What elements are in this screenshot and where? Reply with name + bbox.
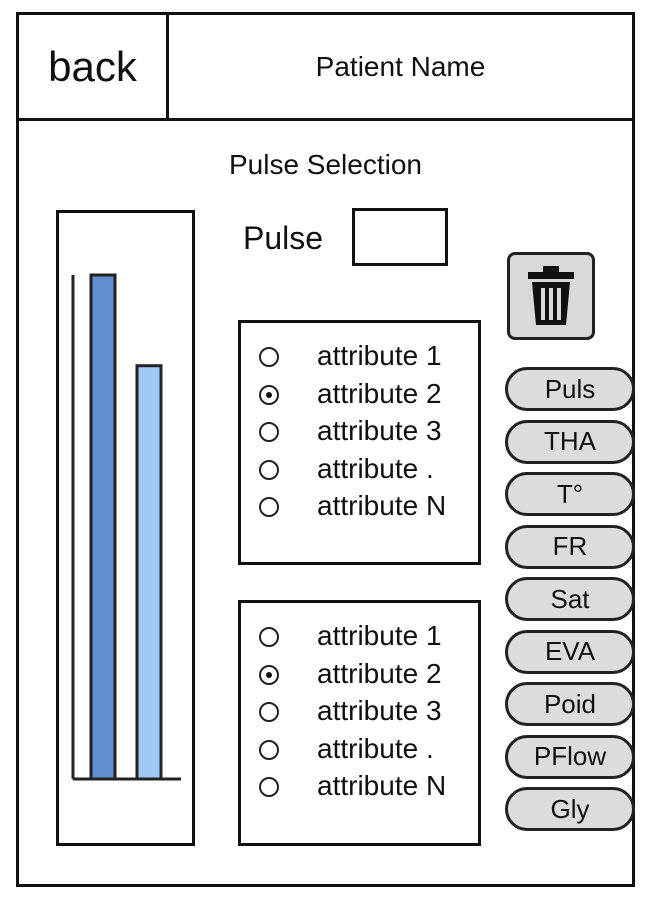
radio-unchecked-icon[interactable] bbox=[259, 497, 279, 517]
radio-option[interactable]: attribute 2 bbox=[241, 377, 478, 414]
parameter-button[interactable]: Puls bbox=[505, 367, 635, 411]
radio-option-label: attribute 3 bbox=[317, 695, 442, 726]
radio-option[interactable]: attribute 1 bbox=[241, 619, 478, 656]
attribute-radio-group-1: attribute 1 attribute 2 attribute 3 attribu… bbox=[238, 320, 481, 565]
pulse-label: Pulse bbox=[243, 220, 324, 256]
radio-option-label: attribute . bbox=[317, 452, 434, 484]
radio-unchecked-icon[interactable] bbox=[259, 777, 279, 797]
attribute-radio-group-2: attribute 1 attribute 2 attribute 3 attribu… bbox=[238, 600, 481, 846]
app-frame: back Patient Name Pulse Selection Pulse … bbox=[16, 12, 635, 887]
radio-option[interactable]: attribute 3 bbox=[241, 694, 478, 731]
radio-option[interactable]: attribute 1 bbox=[241, 339, 478, 376]
radio-option[interactable]: attribute 2 bbox=[241, 657, 478, 694]
pulse-input[interactable] bbox=[352, 208, 448, 266]
parameter-button[interactable]: T° bbox=[505, 472, 635, 516]
parameter-button[interactable]: FR bbox=[505, 524, 635, 569]
radio-option-label: attribute N bbox=[317, 490, 447, 521]
page-title: Pulse Selection bbox=[228, 149, 422, 180]
parameter-button[interactable]: Sat bbox=[505, 577, 635, 621]
bar-chart bbox=[56, 210, 195, 846]
radio-option-label: attribute 1 bbox=[317, 340, 442, 371]
parameter-button[interactable]: PFlow bbox=[505, 734, 635, 779]
chart-bar bbox=[135, 364, 163, 781]
delete-button[interactable] bbox=[507, 252, 595, 340]
chart-bar bbox=[89, 273, 117, 781]
radio-unchecked-icon[interactable] bbox=[259, 702, 279, 722]
parameter-button[interactable]: EVA bbox=[505, 629, 635, 674]
radio-unchecked-icon[interactable] bbox=[259, 422, 279, 442]
parameter-button[interactable]: Poid bbox=[505, 682, 635, 726]
radio-checked-icon[interactable] bbox=[259, 384, 279, 405]
radio-option[interactable]: attribute 3 bbox=[241, 414, 478, 451]
radio-option[interactable]: attribute . bbox=[241, 452, 478, 489]
radio-option[interactable]: attribute N bbox=[241, 489, 478, 526]
radio-dot-icon bbox=[266, 671, 272, 678]
radio-option[interactable]: attribute . bbox=[241, 732, 478, 769]
back-button[interactable]: back bbox=[19, 15, 169, 118]
radio-option-label: attribute . bbox=[317, 732, 434, 764]
radio-unchecked-icon[interactable] bbox=[259, 347, 279, 367]
radio-option-label: attribute 2 bbox=[317, 377, 442, 409]
bar-chart-svg bbox=[71, 273, 181, 781]
patient-name: Patient Name bbox=[315, 50, 486, 82]
radio-unchecked-icon[interactable] bbox=[259, 459, 279, 480]
radio-unchecked-icon[interactable] bbox=[259, 739, 279, 760]
radio-option-label: attribute N bbox=[317, 770, 447, 801]
radio-unchecked-icon[interactable] bbox=[259, 627, 279, 647]
trash-icon bbox=[528, 266, 574, 325]
radio-option-label: attribute 1 bbox=[317, 620, 442, 651]
radio-dot-icon bbox=[266, 391, 272, 398]
radio-option-label: attribute 3 bbox=[317, 415, 442, 446]
header: back Patient Name bbox=[19, 15, 632, 121]
parameter-button[interactable]: Gly bbox=[505, 787, 635, 831]
radio-option-label: attribute 2 bbox=[317, 657, 442, 689]
parameter-button[interactable]: THA bbox=[505, 419, 635, 464]
radio-checked-icon[interactable] bbox=[259, 664, 279, 685]
radio-option[interactable]: attribute N bbox=[241, 769, 478, 806]
